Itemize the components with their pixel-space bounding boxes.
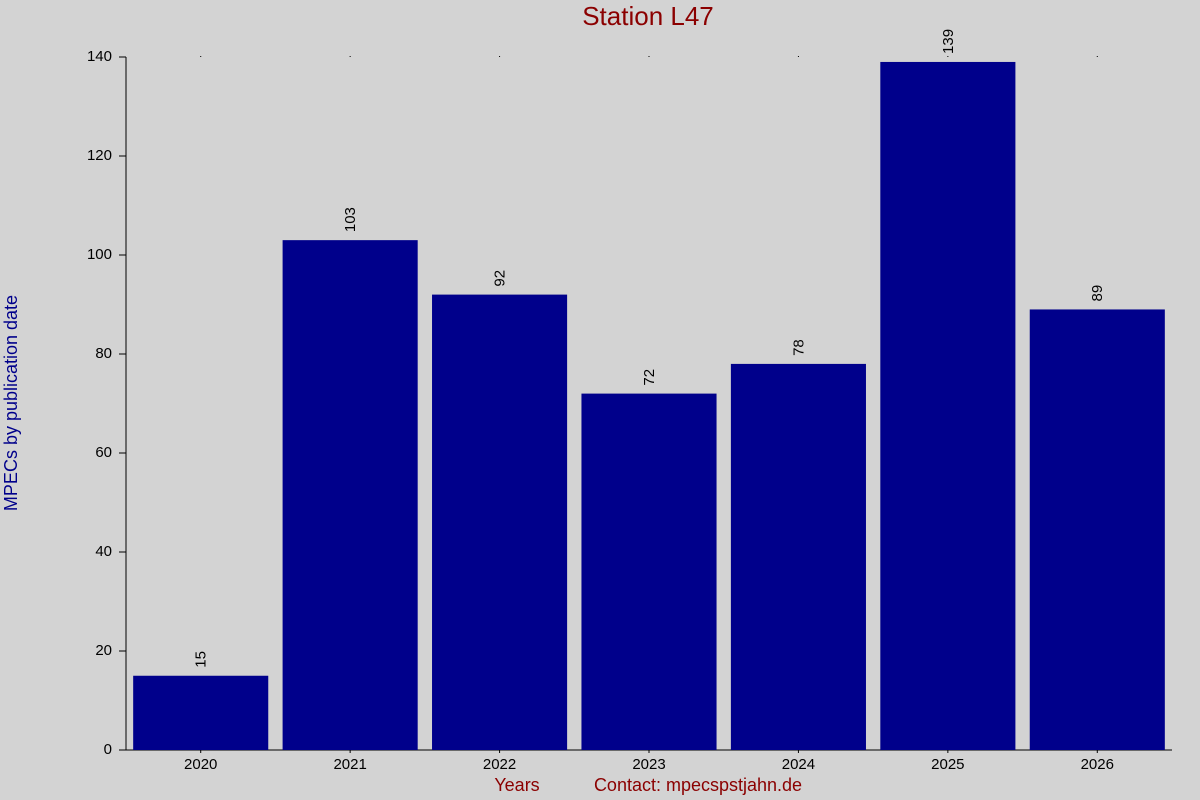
value-label: 78 [790,339,807,356]
value-label: 15 [193,651,210,668]
x-tick-label: 2025 [931,756,964,773]
y-tick-label: 60 [95,444,112,461]
y-tick-label: 40 [95,543,112,560]
y-tick-label: 20 [95,642,112,659]
bar [1029,309,1165,750]
bar [133,675,269,750]
y-tick-label: 100 [87,246,112,263]
x-tick-label: 2021 [333,756,366,773]
x-tick-label: 2026 [1081,756,1114,773]
y-tick-label: 140 [87,48,112,65]
y-axis-label: MPECs by publication date [1,295,21,511]
value-label: 89 [1089,285,1106,302]
value-label: 139 [940,29,957,54]
x-tick-label: 2020 [184,756,217,773]
x-tick-label: 2023 [632,756,665,773]
bar [730,363,866,750]
bar [282,240,418,750]
value-label: 72 [641,369,658,386]
chart-title: Station L47 [582,1,714,31]
x-tick-label: 2022 [483,756,516,773]
bar [880,61,1016,750]
bar [581,393,717,750]
y-tick-label: 80 [95,345,112,362]
contact: Contact: mpecspstjahn.de [594,775,802,795]
y-tick-label: 120 [87,147,112,164]
bar [432,294,568,750]
x-axis-label: Years [494,775,539,795]
y-tick-label: 0 [104,741,112,758]
x-tick-label: 2024 [782,756,815,773]
value-label: 103 [342,207,359,232]
value-label: 92 [492,270,509,287]
